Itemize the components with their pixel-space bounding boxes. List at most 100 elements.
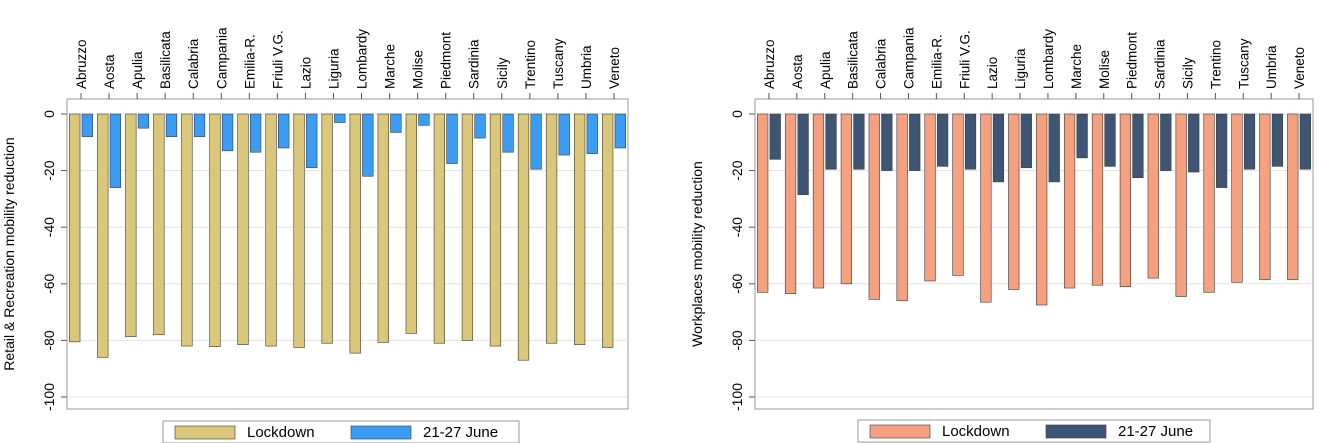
legend-label: 21-27 June <box>1118 423 1193 440</box>
bar-lockdown <box>980 113 992 303</box>
bar-lockdown <box>153 113 165 336</box>
bar-june <box>362 113 374 177</box>
bar-lockdown <box>1091 113 1104 286</box>
bar-lockdown <box>97 113 109 358</box>
bar-lockdown <box>896 113 908 302</box>
bar-june <box>1243 113 1256 170</box>
y-tick-label: 0 <box>729 110 745 118</box>
legend-swatch-june <box>1045 424 1107 439</box>
y-tick-label: -80 <box>41 330 57 350</box>
bar-june <box>502 113 514 153</box>
chart-2: 0 -20 -40 -60 -80 -100 Workplaces mobility red… <box>689 27 1314 443</box>
y-tick-label: -40 <box>41 217 57 237</box>
category-label: Tuscany <box>551 38 566 89</box>
bar-june <box>1160 113 1172 171</box>
bar-lockdown <box>840 113 852 285</box>
category-label: Piedmont <box>1125 32 1140 89</box>
bar-june <box>586 113 598 154</box>
bar-june <box>825 113 837 170</box>
bar-june <box>1299 113 1311 170</box>
category-label: Aosta <box>790 54 805 89</box>
bar-lockdown <box>461 113 474 341</box>
y-tick-label: 0 <box>41 110 57 118</box>
category-label: Lombardy <box>355 29 370 89</box>
category-label: Sicily <box>495 57 510 89</box>
bar-june <box>250 113 262 153</box>
legend: Lockdown 21-27 June <box>162 420 520 443</box>
bar-lockdown <box>1036 113 1048 306</box>
category-label: Basilicata <box>158 31 173 89</box>
bar-lockdown <box>181 113 193 347</box>
bar-lockdown <box>1259 113 1271 280</box>
legend-label: 21-27 June <box>423 424 498 441</box>
bar-june <box>109 113 122 188</box>
category-label: Sicily <box>1180 57 1195 89</box>
bar-june <box>881 113 893 171</box>
category-label: Apulia <box>818 51 833 89</box>
category-label: Tuscany <box>1236 38 1251 89</box>
y-axis-label: Retail & Recreation mobility reduction <box>1 137 17 370</box>
y-tick-label: -60 <box>41 273 57 293</box>
category-label: Campania <box>214 27 229 89</box>
y-tick-label: -60 <box>729 273 745 293</box>
bar-lockdown <box>868 113 880 300</box>
bar-june <box>964 113 977 170</box>
category-label: Marche <box>383 44 398 89</box>
bar-lockdown <box>125 113 137 338</box>
bar-june <box>797 113 809 195</box>
category-label: Friuli V.G. <box>270 30 285 89</box>
bar-lockdown <box>812 113 825 289</box>
bar-june <box>165 113 178 137</box>
legend-box <box>857 419 1211 443</box>
plot-area <box>754 98 1314 410</box>
bar-june <box>1076 113 1088 159</box>
category-label: Calabria <box>186 38 201 89</box>
bar-june <box>334 113 346 123</box>
category-label: Sardinia <box>1153 39 1168 89</box>
category-label: Veneto <box>1292 47 1307 89</box>
y-axis-label: Workplaces mobility reduction <box>689 161 705 347</box>
bar-lockdown <box>573 113 586 345</box>
legend-swatch-lockdown <box>174 425 236 440</box>
bar-lockdown <box>265 113 277 347</box>
category-label: Liguria <box>1013 48 1028 89</box>
bar-lockdown <box>924 113 936 282</box>
bar-lockdown <box>1119 113 1131 287</box>
bar-june <box>1216 113 1228 188</box>
bar-june <box>306 113 318 169</box>
bar-lockdown <box>1008 113 1020 290</box>
bar-lockdown <box>1063 113 1076 289</box>
bar-june <box>937 113 949 167</box>
bar-lockdown <box>1147 113 1159 279</box>
category-label: Lazio <box>985 57 1000 89</box>
category-label: Calabria <box>874 38 889 89</box>
bar-lockdown <box>321 113 333 344</box>
category-label: Lombardy <box>1041 29 1056 89</box>
y-tick-label: -80 <box>729 330 745 350</box>
category-label: Basilicata <box>846 31 861 89</box>
bar-june <box>418 113 430 126</box>
bar-lockdown <box>209 113 221 347</box>
bar-june <box>909 113 921 171</box>
category-label: Lazio <box>298 57 313 89</box>
bar-lockdown <box>377 113 389 343</box>
category-label: Marche <box>1069 44 1084 89</box>
y-tick-label: -40 <box>729 217 745 237</box>
bar-lockdown <box>517 113 530 361</box>
category-label: Campania <box>901 27 916 89</box>
bar-lockdown <box>1287 113 1299 280</box>
bar-lockdown <box>293 113 305 348</box>
bar-lockdown <box>545 113 558 344</box>
legend: Lockdown 21-27 June <box>857 419 1211 443</box>
bar-june <box>390 113 402 133</box>
legend-swatch-june <box>350 425 412 440</box>
category-label: Veneto <box>607 47 622 89</box>
category-label: Sardinia <box>467 39 482 89</box>
bar-june <box>1132 113 1144 178</box>
bar-lockdown <box>489 113 502 347</box>
legend-label: Lockdown <box>247 424 315 441</box>
bar-june <box>1104 113 1116 167</box>
category-label: Umbria <box>579 45 594 89</box>
bar-lockdown <box>1175 113 1187 297</box>
